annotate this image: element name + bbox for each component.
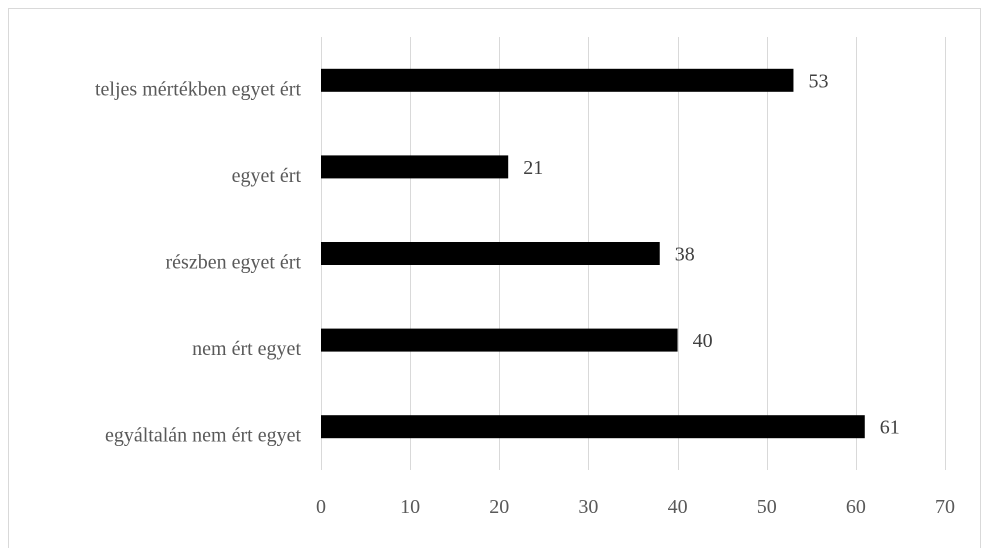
category-label: egyet ért xyxy=(232,165,302,187)
bars xyxy=(321,68,865,439)
x-tick-label: 60 xyxy=(846,496,866,518)
category-label: nem ért egyet xyxy=(192,338,301,360)
x-tick-label: 70 xyxy=(935,496,955,518)
bar xyxy=(321,155,509,179)
bar-chart: 53 21 38 40 61 teljes mértékben egyet ért egy… xyxy=(95,37,955,518)
data-label: 53 xyxy=(808,70,828,92)
data-label: 61 xyxy=(880,417,900,439)
x-tick-label: 40 xyxy=(668,496,688,518)
category-label: egyáltalán nem ért egyet xyxy=(105,425,301,447)
category-label: részben egyet ért xyxy=(166,252,302,274)
category-axis-labels: teljes mértékben egyet ért egyet ért részb… xyxy=(95,78,301,446)
chart-frame xyxy=(8,8,981,548)
category-label: teljes mértékben egyet ért xyxy=(95,78,301,100)
value-axis-tick-labels: 0 10 20 30 40 50 60 70 xyxy=(316,496,955,518)
x-tick-label: 10 xyxy=(400,496,420,518)
x-tick-label: 30 xyxy=(578,496,598,518)
bar xyxy=(321,328,678,352)
data-label: 40 xyxy=(693,330,713,352)
x-tick-label: 50 xyxy=(757,496,777,518)
x-tick-label: 0 xyxy=(316,496,326,518)
bar xyxy=(321,415,865,439)
bar xyxy=(321,68,794,92)
data-labels: 53 21 38 40 61 xyxy=(523,70,900,438)
x-tick-label: 20 xyxy=(489,496,509,518)
data-label: 21 xyxy=(523,157,543,179)
data-label: 38 xyxy=(675,244,695,266)
bar xyxy=(321,242,660,265)
